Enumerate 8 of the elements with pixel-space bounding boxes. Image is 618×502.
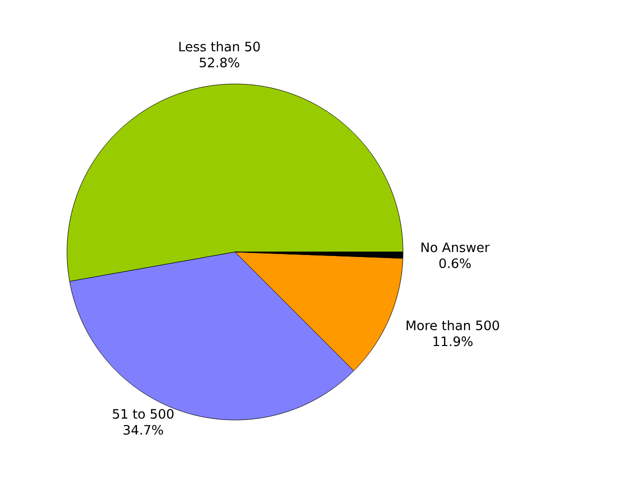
slice-label: 51 to 500 [112, 409, 174, 419]
slice-label: No Answer [422, 242, 490, 252]
data-label: 52.8% [200, 58, 240, 68]
data-label: 11.9% [434, 336, 473, 346]
data-label: 34.7% [124, 424, 164, 435]
slice-label: More than 500 [406, 320, 500, 330]
data-label: 0.6% [439, 258, 471, 268]
slice-label: Less than 50 [179, 41, 260, 52]
